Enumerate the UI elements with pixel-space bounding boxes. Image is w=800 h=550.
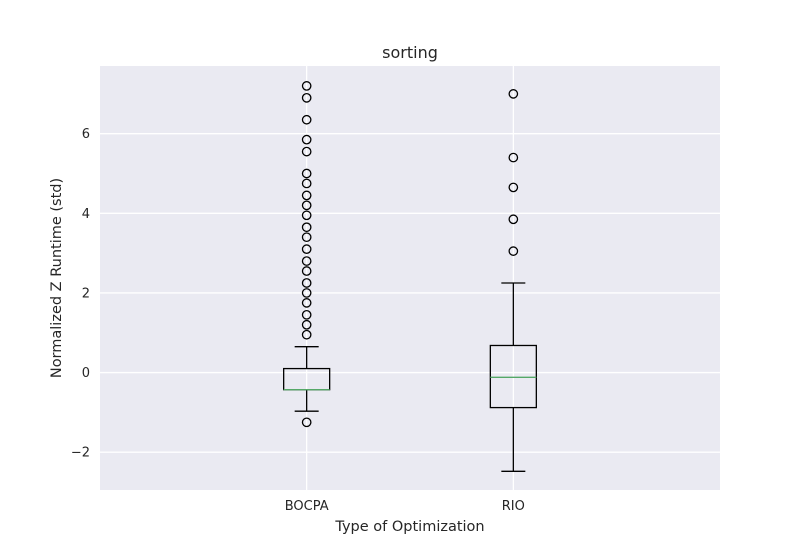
outlier-point (301, 278, 312, 288)
tick-labels: −2 0 2 4 6 BOCPA RIO (71, 127, 525, 514)
outlier-point (301, 200, 312, 211)
y-tick-label: 0 (82, 366, 90, 381)
outlier-point (301, 329, 312, 340)
outlier-point (508, 214, 519, 225)
outlier-point (301, 309, 312, 320)
outlier-point (508, 89, 519, 99)
x-axis-label: Type of Optimization (334, 519, 484, 535)
outlier-point (508, 246, 519, 256)
y-tick-label: 4 (82, 207, 90, 222)
x-tick-label: BOCPA (285, 499, 329, 514)
y-tick-label: 2 (82, 286, 90, 301)
grid-lines (100, 66, 720, 490)
outlier-point (301, 266, 312, 276)
box-rio (489, 89, 537, 472)
y-axis-label: Normalized Z Runtime (std) (49, 178, 65, 378)
outlier-point (301, 256, 312, 266)
outlier-point (301, 168, 312, 179)
outlier-point (301, 146, 312, 157)
outlier-point (301, 232, 312, 243)
outlier-point (301, 190, 312, 201)
outlier-point (508, 182, 519, 193)
y-tick-label: −2 (71, 446, 90, 461)
outlier-point (301, 222, 312, 233)
outlier-point (301, 114, 312, 125)
outlier-point (301, 92, 312, 103)
y-tick-label: 6 (82, 127, 90, 142)
iqr-box (489, 344, 537, 409)
outlier-point (301, 319, 312, 330)
outlier-point (301, 288, 312, 298)
outlier-point (301, 134, 312, 145)
chart-title: sorting (382, 43, 438, 62)
outlier-point (301, 244, 312, 254)
outlier-point (301, 298, 312, 308)
outlier-point (301, 210, 312, 221)
box-bocpa (283, 81, 331, 428)
x-tick-label: RIO (502, 499, 525, 514)
outlier-point (301, 417, 312, 428)
boxes (283, 81, 537, 472)
plot-area (100, 66, 720, 490)
outlier-point (301, 81, 312, 91)
outlier-point (301, 178, 312, 189)
outlier-point (508, 152, 519, 163)
